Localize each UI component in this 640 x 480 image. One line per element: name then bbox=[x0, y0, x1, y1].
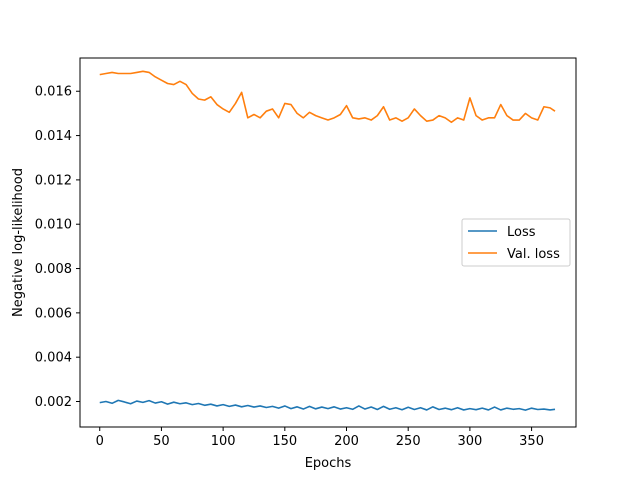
x-tick-label: 200 bbox=[334, 434, 359, 449]
x-tick-label: 150 bbox=[272, 434, 297, 449]
x-tick-label: 50 bbox=[153, 434, 170, 449]
x-tick-label: 0 bbox=[96, 434, 104, 449]
x-tick-label: 300 bbox=[457, 434, 482, 449]
y-tick-label: 0.012 bbox=[35, 173, 72, 188]
y-tick-label: 0.006 bbox=[35, 306, 72, 321]
legend-label-loss: Loss bbox=[507, 225, 536, 240]
x-tick-label: 100 bbox=[211, 434, 236, 449]
y-tick-label: 0.010 bbox=[35, 218, 72, 233]
plot-area bbox=[79, 57, 577, 428]
y-axis: 0.002 0.004 0.006 0.008 0.010 0.012 0.014 0.016 bbox=[35, 85, 80, 410]
plot-frame bbox=[79, 57, 577, 428]
series-line-val-loss bbox=[99, 70, 556, 124]
y-tick-label: 0.014 bbox=[35, 129, 72, 144]
x-tick-label: 350 bbox=[519, 434, 544, 449]
series-line-loss bbox=[99, 399, 556, 411]
series-layer bbox=[99, 70, 556, 411]
x-axis: 0 50 100 150 200 250 300 350 bbox=[96, 427, 544, 449]
y-tick-label: 0.002 bbox=[35, 395, 72, 410]
x-tick-label: 250 bbox=[396, 434, 421, 449]
y-tick-label: 0.008 bbox=[35, 262, 72, 277]
y-tick-label: 0.016 bbox=[35, 85, 72, 100]
y-tick-label: 0.004 bbox=[35, 351, 72, 366]
legend: Loss Val. loss bbox=[461, 218, 571, 267]
x-axis-title: Epochs bbox=[305, 456, 352, 471]
y-axis-title: Negative log-likelihood bbox=[11, 168, 26, 317]
legend-label-val-loss: Val. loss bbox=[507, 247, 560, 262]
